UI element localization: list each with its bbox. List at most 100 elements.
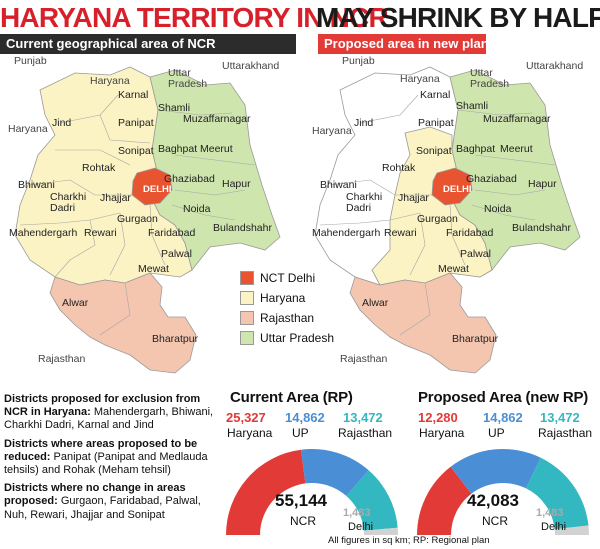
label-mewat: Mewat: [138, 263, 169, 275]
current-title: Current Area (RP): [230, 389, 353, 406]
label-karnal-p: Karnal: [420, 89, 451, 101]
label-shamli-p: Shamli: [456, 100, 489, 112]
gauge-segment-rajasthan: [346, 470, 398, 531]
note-nochange-head: Districts where no change in areas propo…: [4, 482, 186, 508]
legend-swatch-delhi: [240, 271, 254, 285]
notes-block: Districts proposed for exclusion from NC…: [4, 393, 224, 527]
label-bulandshahr: Bulandshahr: [213, 222, 272, 234]
current-haryana-label: Haryana: [227, 426, 273, 440]
label-uttar-pradesh: Uttar Pradesh: [168, 67, 208, 90]
label-haryana-west: Haryana: [8, 123, 48, 135]
label-rohtak-p: Rohtak: [382, 162, 416, 174]
label-jind: Jind: [52, 117, 72, 129]
proposed-rajasthan-label: Rajasthan: [538, 426, 593, 440]
proposed-up-value: 14,862: [483, 410, 523, 425]
legend-swatch-haryana: [240, 291, 254, 305]
headline-part1: HARYANA TERRITORY IN NCR: [0, 2, 389, 33]
legend-item: NCT Delhi: [240, 268, 350, 288]
label-meerut: Meerut: [200, 143, 233, 155]
label-baghpat: Baghpat: [158, 143, 198, 155]
label-delhi-p: DELHI: [443, 184, 472, 195]
current-haryana-value: 25,327: [226, 410, 266, 425]
label-karnal: Karnal: [118, 89, 149, 101]
label-ghaziabad: Ghaziabad: [164, 173, 215, 185]
label-mewat-p: Mewat: [438, 263, 469, 275]
label-rewari: Rewari: [84, 227, 117, 239]
gauge-segment-up: [301, 449, 369, 496]
label-jind-p: Jind: [354, 117, 374, 129]
legend-label-up: Uttar Pradesh: [260, 331, 335, 345]
label-baghpat-p: Baghpat: [456, 143, 496, 155]
current-rajasthan-label: Rajasthan: [338, 426, 393, 440]
label-panipat: Panipat: [118, 117, 154, 129]
label-hapur: Hapur: [222, 178, 251, 190]
map-legend: NCT Delhi Haryana Rajasthan Uttar Prades…: [240, 268, 350, 348]
note-exclusion-body: Mahendergarh, Bhiwani, Charkhi Dadri, Ka…: [4, 406, 214, 432]
label-haryana-state-p: Haryana: [400, 73, 440, 85]
rajasthan-region: [49, 272, 197, 374]
label-faridabad: Faridabad: [148, 227, 196, 239]
label-delhi: DELHI: [143, 184, 172, 195]
note-reduced: Districts where areas proposed to be red…: [4, 438, 224, 478]
label-bharatpur-p: Bharatpur: [452, 333, 499, 345]
district-lines: [19, 94, 256, 336]
map-proposed-svg: [314, 66, 581, 374]
label-palwal: Palwal: [161, 248, 192, 260]
gauge-segment-haryana: [226, 449, 306, 535]
label-bharatpur: Bharatpur: [152, 333, 199, 345]
proposed-gauge: [417, 449, 589, 535]
legend-label-rajasthan: Rajasthan: [260, 311, 315, 325]
current-delhi-value: 1,483: [343, 507, 371, 519]
headline: HARYANA TERRITORY IN NCR MAY SHRINK BY H…: [0, 0, 600, 34]
label-mahendergarh-p: Mahendergarh: [312, 227, 381, 239]
label-punjab-p: Punjab: [342, 55, 375, 67]
label-noida: Noida: [183, 203, 211, 215]
label-noida-p: Noida: [484, 203, 512, 215]
subtitle-current: Current geographical area of NCR: [0, 34, 296, 54]
current-up-label: UP: [292, 426, 309, 440]
label-uttar-pradesh-p: Uttar Pradesh: [470, 67, 510, 90]
label-rohtak: Rohtak: [82, 162, 116, 174]
label-gurgaon-p: Gurgaon: [417, 213, 458, 225]
current-total-label: NCR: [290, 514, 316, 528]
current-delhi-label: Delhi: [348, 521, 374, 533]
proposed-title: Proposed Area (new RP): [418, 389, 589, 406]
label-rajasthan: Rajasthan: [38, 353, 86, 365]
label-sonipat: Sonipat: [118, 145, 154, 157]
proposed-haryana-value: 12,280: [418, 410, 458, 425]
map-current: Punjab Haryana Uttar Pradesh Uttarakhand…: [0, 55, 300, 385]
proposed-rajasthan-value: 13,472: [540, 410, 580, 425]
gauge-segment-delhi: [554, 525, 589, 535]
label-rewari-p: Rewari: [384, 227, 417, 239]
label-alwar-p: Alwar: [362, 297, 389, 309]
label-gurgaon: Gurgaon: [117, 213, 158, 225]
legend-item: Uttar Pradesh: [240, 328, 350, 348]
proposed-total: 42,083: [467, 491, 519, 510]
label-panipat-p: Panipat: [418, 117, 454, 129]
current-total: 55,144: [275, 491, 327, 510]
label-jhajjar: Jhajjar: [100, 192, 131, 204]
headline-part2: MAY SHRINK BY HALF: [316, 2, 600, 33]
label-bhiwani-p: Bhiwani: [320, 179, 357, 191]
label-muzaffarnagar: Muzaffarnagar: [183, 113, 251, 125]
label-punjab: Punjab: [14, 55, 47, 67]
gauge-segment-rajasthan: [525, 457, 589, 530]
label-alwar: Alwar: [62, 297, 89, 309]
map-proposed: Punjab Haryana Uttar Pradesh Uttarakhand…: [300, 55, 600, 385]
label-faridabad-p: Faridabad: [446, 227, 494, 239]
label-meerut-p: Meerut: [500, 143, 533, 155]
gauge-segment-up: [450, 449, 541, 494]
rajasthan-region-proposed: [349, 272, 497, 374]
label-uttarakhand-p: Uttarakhand: [526, 60, 584, 72]
legend-swatch-up: [240, 331, 254, 345]
label-bhiwani: Bhiwani: [18, 179, 55, 191]
map-current-svg: [14, 66, 281, 374]
proposed-up-label: UP: [488, 426, 505, 440]
proposed-delhi-label: Delhi: [541, 521, 567, 533]
note-exclusion: Districts proposed for exclusion from NC…: [4, 393, 224, 433]
label-charkhi-dadri-p: Charkhi Dadri: [346, 191, 383, 214]
note-reduced-head: Districts where areas proposed to be red…: [4, 437, 198, 463]
label-jhajjar-p: Jhajjar: [398, 192, 429, 204]
note-nochange: Districts where no change in areas propo…: [4, 482, 224, 522]
delhi-region: [131, 167, 173, 206]
